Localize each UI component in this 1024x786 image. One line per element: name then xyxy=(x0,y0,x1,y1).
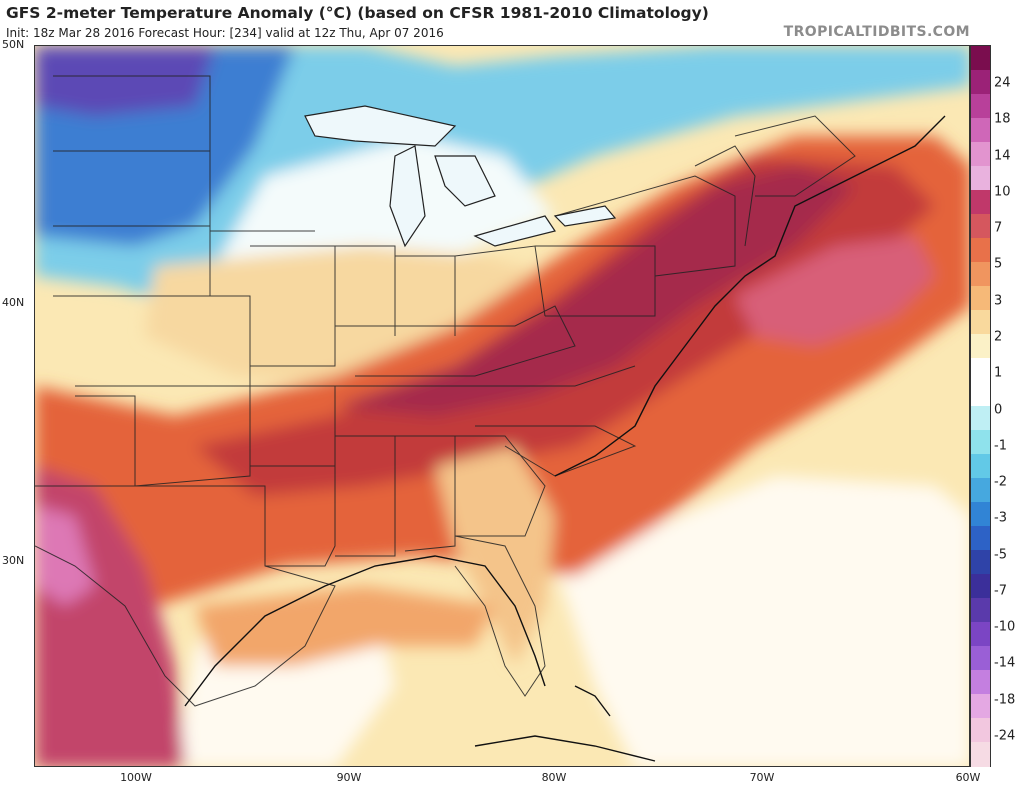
colorbar-tick-label: -5 xyxy=(994,547,1007,563)
colorbar-tick-label: -14 xyxy=(994,655,1016,671)
colorbar-swatch xyxy=(971,214,990,239)
border-minnesota xyxy=(209,76,315,232)
border-maine xyxy=(734,115,856,197)
lon-label-70w: 70W xyxy=(749,771,775,784)
anomaly-region-very-cold xyxy=(35,46,215,116)
colorbar-swatch xyxy=(971,286,990,311)
colorbar-tick-label: 0 xyxy=(994,402,1003,417)
colorbar-swatch xyxy=(971,118,990,143)
colorbar-swatch xyxy=(971,478,990,503)
colorbar-tick-label: -2 xyxy=(994,474,1007,490)
colorbar-tick-label: -10 xyxy=(994,619,1016,635)
coastline-cuba xyxy=(474,735,656,762)
border-carolinas xyxy=(475,425,637,477)
colorbar-swatch xyxy=(971,262,990,287)
colorbar-swatch xyxy=(971,742,990,767)
lake-superior xyxy=(304,105,457,147)
colorbar-tick-label: 2 xyxy=(994,329,1003,345)
colorbar-swatch xyxy=(971,574,990,599)
lake-huron xyxy=(434,155,496,207)
colorbar-swatch xyxy=(971,694,990,719)
lat-label-50n: 50N xyxy=(2,38,25,51)
lake-ontario xyxy=(553,205,617,227)
colorbar-swatch xyxy=(971,718,990,743)
coastline-atlantic xyxy=(554,115,946,477)
anomaly-map-canvas xyxy=(35,46,969,766)
colorbar-swatch xyxy=(971,502,990,527)
anomaly-region-mexico-hot xyxy=(35,506,95,606)
colorbar-swatch xyxy=(971,382,990,407)
map-subtitle: Init: 18z Mar 28 2016 Forecast Hour: [23… xyxy=(6,26,444,40)
brand-watermark: TROPICALTIDBITS.COM xyxy=(783,24,970,40)
border-new-england xyxy=(694,145,756,247)
colorbar-swatch xyxy=(971,358,990,383)
colorbar-swatch xyxy=(971,238,990,263)
anomaly-region-atlantic-warm xyxy=(735,236,935,346)
colorbar-swatch xyxy=(971,166,990,191)
border-louisiana xyxy=(265,465,336,567)
border-alabama xyxy=(395,435,456,552)
colorbar-swatch xyxy=(971,94,990,119)
coastline xyxy=(184,115,946,762)
colorbar-swatch xyxy=(971,430,990,455)
anomaly-map xyxy=(34,45,970,767)
lat-label-30n: 30N xyxy=(2,554,25,567)
border-iowa-missouri xyxy=(250,245,336,367)
border-mississippi xyxy=(335,435,396,557)
colorbar-tick-label: 3 xyxy=(994,293,1003,309)
great-lakes xyxy=(304,105,617,248)
colorbar-tick-label: 10 xyxy=(994,184,1011,200)
border-new-york xyxy=(554,175,736,277)
colorbar-swatch xyxy=(971,646,990,671)
lon-label-80w: 80W xyxy=(541,771,567,784)
border-kentucky xyxy=(335,305,576,377)
colorbar-swatch xyxy=(971,190,990,215)
border-georgia xyxy=(455,435,546,537)
colorbar-swatch xyxy=(971,334,990,359)
border-texas xyxy=(35,485,336,707)
colorbar-swatch xyxy=(971,550,990,575)
border-tennessee xyxy=(335,365,636,387)
colorbar-swatch xyxy=(971,70,990,95)
colorbar-tick-label: 5 xyxy=(994,256,1003,272)
colorbar-tick-label: -24 xyxy=(994,728,1016,744)
coastline-gulf xyxy=(184,555,546,707)
colorbar-swatch xyxy=(971,670,990,695)
anomaly-region-hottest-core xyxy=(335,166,855,416)
lon-label-100w: 100W xyxy=(120,771,152,784)
colorbar-swatch xyxy=(971,406,990,431)
anomaly-region-southeast-mild xyxy=(435,446,555,666)
lon-label-90w: 90W xyxy=(336,771,362,784)
colorbar-tick-label: 7 xyxy=(994,220,1003,236)
border-florida xyxy=(454,535,546,697)
colorbar-tick-label: -18 xyxy=(994,692,1016,708)
colorbar-tick-label: 24 xyxy=(994,75,1011,91)
colorbar-tick-label: 18 xyxy=(994,111,1011,127)
colorbar-tick-label: -3 xyxy=(994,510,1007,526)
lat-label-40n: 40N xyxy=(2,296,25,309)
lake-erie xyxy=(473,215,556,247)
colorbar-swatch xyxy=(971,46,990,71)
colorbar xyxy=(970,45,991,767)
colorbar-tick-label: -7 xyxy=(994,583,1007,599)
coastline-bahamas xyxy=(574,685,611,717)
border-oklahoma xyxy=(75,385,251,487)
colorbar-tick-label: 1 xyxy=(994,365,1003,381)
border-pennsylvania xyxy=(535,245,656,317)
colorbar-tick-label: -1 xyxy=(994,438,1007,454)
colorbar-swatch xyxy=(971,622,990,647)
lon-label-60w: 60W xyxy=(955,771,981,784)
border-illinois xyxy=(335,245,396,336)
colorbar-swatch xyxy=(971,310,990,335)
colorbar-tick-label: 14 xyxy=(994,148,1011,164)
lake-michigan xyxy=(389,145,426,248)
colorbar-swatch xyxy=(971,526,990,551)
colorbar-swatch xyxy=(971,598,990,623)
map-title: GFS 2-meter Temperature Anomaly (°C) (ba… xyxy=(6,4,709,22)
anomaly-region-atlantic-neutral xyxy=(555,476,969,766)
colorbar-swatch xyxy=(971,454,990,479)
colorbar-swatch xyxy=(971,142,990,167)
anomaly-region-gulf-warm xyxy=(195,586,495,666)
state-borders xyxy=(35,75,856,707)
